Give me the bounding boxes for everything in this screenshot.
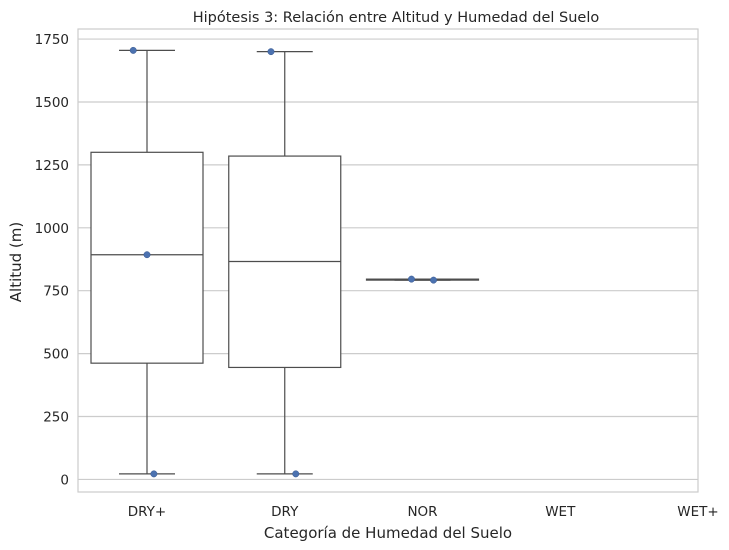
x-tick-dry-plus: DRY+ <box>128 504 166 520</box>
x-tick-labels: DRY+ DRY NOR WET WET+ <box>128 504 719 520</box>
box-nor <box>365 278 480 281</box>
point-dry-plus-2 <box>150 470 158 478</box>
x-tick-wet: WET <box>545 504 576 520</box>
point-dry-plus-1 <box>143 251 151 259</box>
x-axis-label: Categoría de Humedad del Suelo <box>264 524 512 542</box>
point-dry-plus-0 <box>129 46 137 54</box>
y-tick-250: 250 <box>43 410 69 426</box>
point-nor-6 <box>430 276 437 284</box>
x-tick-wet-plus: WET+ <box>677 504 718 520</box>
y-tick-labels: 0 250 500 750 1000 1250 1500 1750 <box>35 32 69 488</box>
y-tick-750: 750 <box>43 284 69 300</box>
data-points <box>129 46 437 478</box>
y-axis-label: Altitud (m) <box>7 222 25 302</box>
x-tick-dry: DRY <box>271 504 299 520</box>
y-tick-0: 0 <box>60 472 69 488</box>
x-tick-nor: NOR <box>407 504 437 520</box>
y-tick-1500: 1500 <box>35 95 69 111</box>
plot-frame <box>77 28 699 493</box>
y-tick-1000: 1000 <box>35 221 69 237</box>
y-tick-1250: 1250 <box>35 158 69 174</box>
point-dry-4 <box>292 470 300 478</box>
point-nor-5 <box>408 275 415 283</box>
chart-title: Hipótesis 3: Relación entre Altitud y Hu… <box>193 10 600 26</box>
point-dry-3 <box>267 48 275 56</box>
y-tick-500: 500 <box>43 347 69 363</box>
y-tick-1750: 1750 <box>35 32 69 48</box>
box-dry <box>228 51 342 475</box>
box-dry-plus <box>90 49 204 475</box>
boxes <box>90 49 480 475</box>
